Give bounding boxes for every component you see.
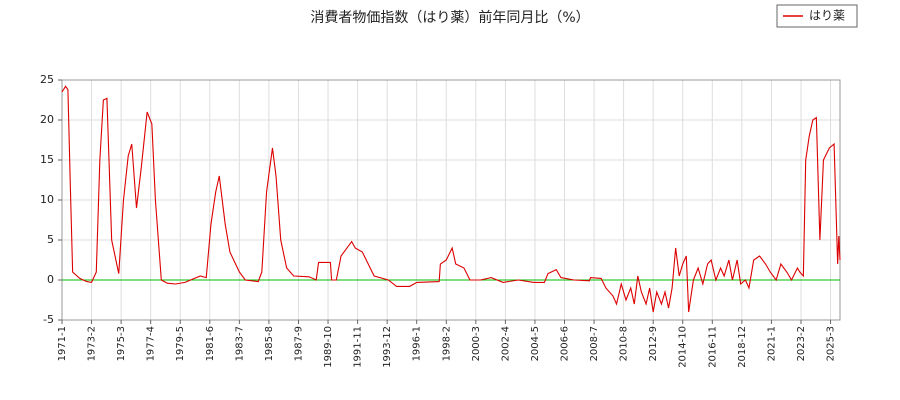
legend-box	[776, 4, 858, 28]
legend: はり薬	[776, 4, 858, 28]
x-tick-label: 2008-7	[589, 326, 600, 361]
y-tick-label: -5	[43, 313, 54, 326]
x-tick-label: 1991-11	[353, 326, 364, 368]
x-tick-label: 2012-9	[648, 326, 659, 361]
x-tick-label: 1996-1	[412, 326, 423, 361]
x-tick-label: 1989-10	[323, 326, 334, 368]
x-tick-label: 2025-3	[826, 326, 837, 361]
x-tick-label: 1987-9	[293, 326, 304, 361]
x-tick-label: 1977-4	[146, 326, 157, 361]
y-tick-label: 20	[40, 113, 54, 126]
chart-title: 消費者物価指数（はり薬）前年同月比（%）	[310, 9, 589, 26]
x-tick-label: 2016-11	[707, 326, 718, 368]
x-tick-label: 2002-4	[500, 326, 511, 361]
x-tick-label: 1998-2	[441, 326, 452, 361]
x-tick-label: 2021-1	[766, 326, 777, 361]
y-tick-label: 0	[47, 273, 54, 286]
y-tick-label: 5	[47, 233, 54, 246]
x-tick-label: 2014-10	[678, 326, 689, 368]
legend-label: はり薬	[809, 9, 845, 23]
y-tick-label: 25	[40, 73, 54, 86]
x-tick-label: 1993-12	[382, 326, 393, 368]
x-tick-label: 1975-3	[116, 326, 127, 361]
y-tick-label: 10	[40, 193, 54, 206]
x-tick-label: 2004-5	[530, 326, 541, 361]
series-line	[61, 85, 841, 313]
x-tick-label: 2023-2	[796, 326, 807, 361]
x-tick-label: 2006-6	[560, 326, 571, 361]
x-tick-label: 2000-3	[471, 326, 482, 361]
x-tick-label: 1983-7	[234, 326, 245, 361]
x-tick-label: 1973-2	[87, 326, 98, 361]
x-tick-label: 2010-8	[619, 326, 630, 361]
x-tick-label: 1971-1	[57, 326, 68, 361]
x-tick-label: 1981-6	[205, 326, 216, 361]
y-tick-label: 15	[40, 153, 54, 166]
x-tick-label: 1985-8	[264, 326, 275, 361]
x-tick-label: 1979-5	[175, 326, 186, 361]
x-tick-label: 2018-12	[737, 326, 748, 368]
